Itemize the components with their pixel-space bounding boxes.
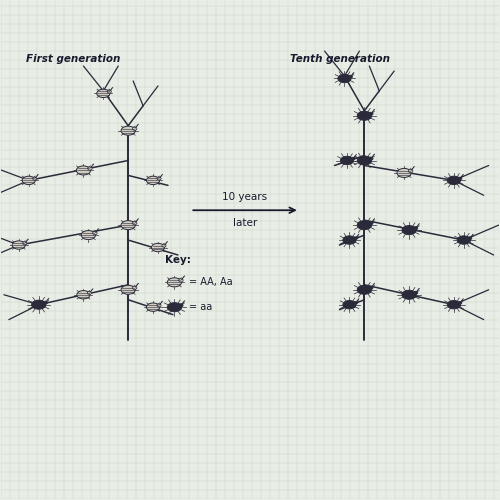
Ellipse shape <box>457 236 470 244</box>
Text: 10 years: 10 years <box>222 192 268 202</box>
Ellipse shape <box>146 176 160 184</box>
Ellipse shape <box>414 291 418 294</box>
Text: Tenth generation: Tenth generation <box>290 54 390 64</box>
Ellipse shape <box>354 302 358 304</box>
Ellipse shape <box>88 167 92 170</box>
Ellipse shape <box>92 232 97 235</box>
Ellipse shape <box>121 126 136 135</box>
Ellipse shape <box>368 112 373 116</box>
Ellipse shape <box>178 279 183 282</box>
Ellipse shape <box>343 236 356 244</box>
Ellipse shape <box>358 220 372 230</box>
Ellipse shape <box>22 176 36 184</box>
Ellipse shape <box>132 222 137 225</box>
Ellipse shape <box>458 177 462 180</box>
Ellipse shape <box>397 168 411 177</box>
Ellipse shape <box>157 304 161 307</box>
Ellipse shape <box>351 157 355 160</box>
Text: = AA, Aa: = AA, Aa <box>190 278 233 287</box>
Ellipse shape <box>354 237 358 240</box>
Ellipse shape <box>121 286 136 294</box>
Ellipse shape <box>338 74 351 82</box>
Ellipse shape <box>12 241 26 249</box>
Ellipse shape <box>132 127 137 130</box>
Ellipse shape <box>146 303 160 312</box>
Ellipse shape <box>162 244 166 247</box>
Ellipse shape <box>152 244 164 252</box>
Ellipse shape <box>402 226 416 234</box>
Ellipse shape <box>132 286 137 290</box>
Ellipse shape <box>107 90 112 93</box>
Ellipse shape <box>32 177 37 180</box>
Ellipse shape <box>121 220 136 230</box>
Ellipse shape <box>157 177 161 180</box>
Ellipse shape <box>368 286 373 290</box>
Ellipse shape <box>458 302 462 304</box>
Ellipse shape <box>408 170 413 172</box>
Ellipse shape <box>448 176 460 184</box>
Ellipse shape <box>448 300 460 309</box>
Text: = aa: = aa <box>190 302 212 312</box>
Ellipse shape <box>76 166 90 175</box>
Ellipse shape <box>414 226 418 230</box>
Ellipse shape <box>82 230 96 239</box>
Ellipse shape <box>32 300 46 309</box>
Ellipse shape <box>77 290 90 299</box>
Ellipse shape <box>340 156 353 164</box>
Ellipse shape <box>43 301 48 304</box>
Text: First generation: First generation <box>26 54 120 64</box>
Text: later: later <box>233 218 257 228</box>
Ellipse shape <box>368 222 373 225</box>
Text: Key:: Key: <box>166 255 192 265</box>
Ellipse shape <box>358 156 372 165</box>
Ellipse shape <box>97 89 110 98</box>
Ellipse shape <box>348 75 352 78</box>
Ellipse shape <box>358 286 372 294</box>
Ellipse shape <box>358 111 372 120</box>
Ellipse shape <box>368 157 373 160</box>
Ellipse shape <box>402 290 416 300</box>
Ellipse shape <box>468 237 472 240</box>
Ellipse shape <box>88 292 92 294</box>
Ellipse shape <box>22 242 27 244</box>
Ellipse shape <box>178 304 183 307</box>
Ellipse shape <box>168 278 181 287</box>
Ellipse shape <box>168 302 181 312</box>
Ellipse shape <box>343 300 356 309</box>
